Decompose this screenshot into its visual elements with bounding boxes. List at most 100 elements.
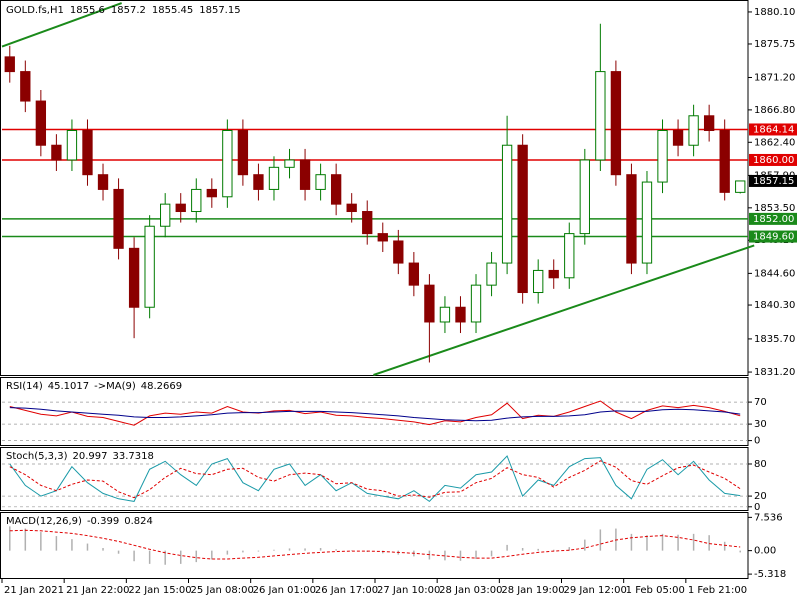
x-tick-label: 25 Jan 08:00 <box>191 585 254 596</box>
y-tick-label: 0 <box>754 436 760 447</box>
x-tick-label: 29 Jan 12:00 <box>564 585 627 596</box>
candle-body <box>82 130 93 176</box>
level-label: 1860.00 <box>753 155 794 166</box>
indicator-ma-name: ->MA(9) <box>94 381 136 392</box>
candle-body <box>128 247 140 308</box>
candle-body <box>206 188 217 198</box>
y-tick-label: 7.536 <box>754 512 783 523</box>
candle-body <box>315 174 326 190</box>
candle-body <box>20 71 31 102</box>
level-label: 1864.14 <box>753 124 794 135</box>
candle-body <box>735 180 746 193</box>
y-tick-label: 0 <box>754 502 760 513</box>
indicator-value: 48.2669 <box>141 381 182 392</box>
candle-body <box>548 269 559 279</box>
level-label: 1849.60 <box>753 232 794 243</box>
indicator-value: 20.997 <box>72 451 107 462</box>
panel-header: RSI(14) 45.1017 ->MA(9) 48.2669 <box>6 381 182 392</box>
candle-body <box>4 56 15 73</box>
candle-body <box>35 100 47 146</box>
candle-body <box>455 306 466 323</box>
candle-body <box>610 71 622 176</box>
candle-body <box>533 269 544 294</box>
candle-body <box>253 174 264 190</box>
y-tick-label: 0.00 <box>754 546 776 557</box>
indicator-value: 0.824 <box>124 516 153 527</box>
y-tick-label: -5.318 <box>754 569 786 580</box>
candle-body <box>144 225 155 308</box>
candle-body <box>626 174 637 264</box>
candle-body <box>284 159 295 168</box>
candle-body <box>579 159 590 235</box>
panel-header: Stoch(5,3,3) 20.997 33.7318 <box>6 451 154 462</box>
symbol: GOLD.fs,H1 <box>6 5 64 16</box>
ohlc-open: 1855.6 <box>70 5 105 16</box>
candle-body <box>424 284 435 323</box>
candle-body <box>160 203 171 227</box>
x-tick-label: 21 Jan 22:00 <box>66 585 129 596</box>
level-label: 1852.00 <box>753 214 794 225</box>
candle-body <box>486 262 497 286</box>
x-tick-label: 1 Feb 05:00 <box>626 585 685 596</box>
indicator-line <box>9 529 741 560</box>
candle-body <box>408 262 420 286</box>
last-price-label: 1857.15 <box>753 176 794 187</box>
ohlc-close: 1857.15 <box>199 5 240 16</box>
candle-body <box>268 166 280 190</box>
candle-body <box>439 306 451 323</box>
trend-line <box>373 244 755 376</box>
y-tick-label: 1871.20 <box>754 72 795 83</box>
candle-body <box>641 181 653 264</box>
ohlc-low: 1855.45 <box>152 5 193 16</box>
candle-body <box>191 188 202 213</box>
indicator-line <box>9 407 741 422</box>
panel-header: GOLD.fs,H1 1855.6 1857.2 1855.45 1857.15 <box>6 5 241 16</box>
indicator-value: 33.7318 <box>112 451 153 462</box>
y-tick-label: 1831.20 <box>754 367 795 378</box>
indicator-line <box>9 400 741 426</box>
candle-body <box>175 203 186 213</box>
indicator-name: Stoch(5,3,3) <box>6 451 68 462</box>
candle-body <box>51 144 62 161</box>
x-tick-label: 22 Jan 15:00 <box>128 585 191 596</box>
candle-body <box>237 130 249 176</box>
y-tick-label: 1880.10 <box>754 7 795 18</box>
indicator-value: 45.1017 <box>48 381 89 392</box>
candle-body <box>501 144 513 264</box>
y-tick-label: 1862.40 <box>754 137 795 148</box>
x-tick-label: 28 Jan 03:00 <box>439 585 502 596</box>
x-tick-label: 28 Jan 19:00 <box>501 585 564 596</box>
level-tag <box>749 212 797 225</box>
trend-line <box>1 2 123 48</box>
candle-body <box>719 130 730 193</box>
indicator-value: -0.399 <box>87 516 119 527</box>
candle-body <box>595 71 606 161</box>
y-tick-label: 1835.70 <box>754 334 795 345</box>
last-price-tag <box>749 174 797 187</box>
y-tick-label: 1875.75 <box>754 39 795 50</box>
candle-body <box>564 233 575 279</box>
candle-body <box>362 211 373 235</box>
y-tick-label: 20 <box>754 491 767 502</box>
candle-body <box>517 144 528 294</box>
x-tick-label: 27 Jan 10:00 <box>377 585 440 596</box>
candle-body <box>393 240 404 264</box>
y-tick-label: 1840.30 <box>754 300 795 311</box>
y-tick-label: 1844.60 <box>754 268 795 279</box>
indicator-line <box>9 455 741 503</box>
x-tick-label: 1 Feb 21:00 <box>688 585 747 596</box>
indicator-name: RSI(14) <box>6 381 43 392</box>
candle-body <box>672 130 684 146</box>
candle-body <box>688 115 699 146</box>
y-tick-label: 70 <box>754 397 767 408</box>
candle-body <box>330 174 342 205</box>
level-tag <box>749 153 797 166</box>
y-tick-label: 30 <box>754 419 767 430</box>
candle-body <box>470 284 482 323</box>
x-tick-label: 26 Jan 17:00 <box>315 585 378 596</box>
x-tick-label: 26 Jan 01:00 <box>253 585 316 596</box>
candle-body <box>66 130 78 161</box>
x-tick-label: 21 Jan 2021 <box>4 585 64 596</box>
y-tick-label: 1866.80 <box>754 105 795 116</box>
